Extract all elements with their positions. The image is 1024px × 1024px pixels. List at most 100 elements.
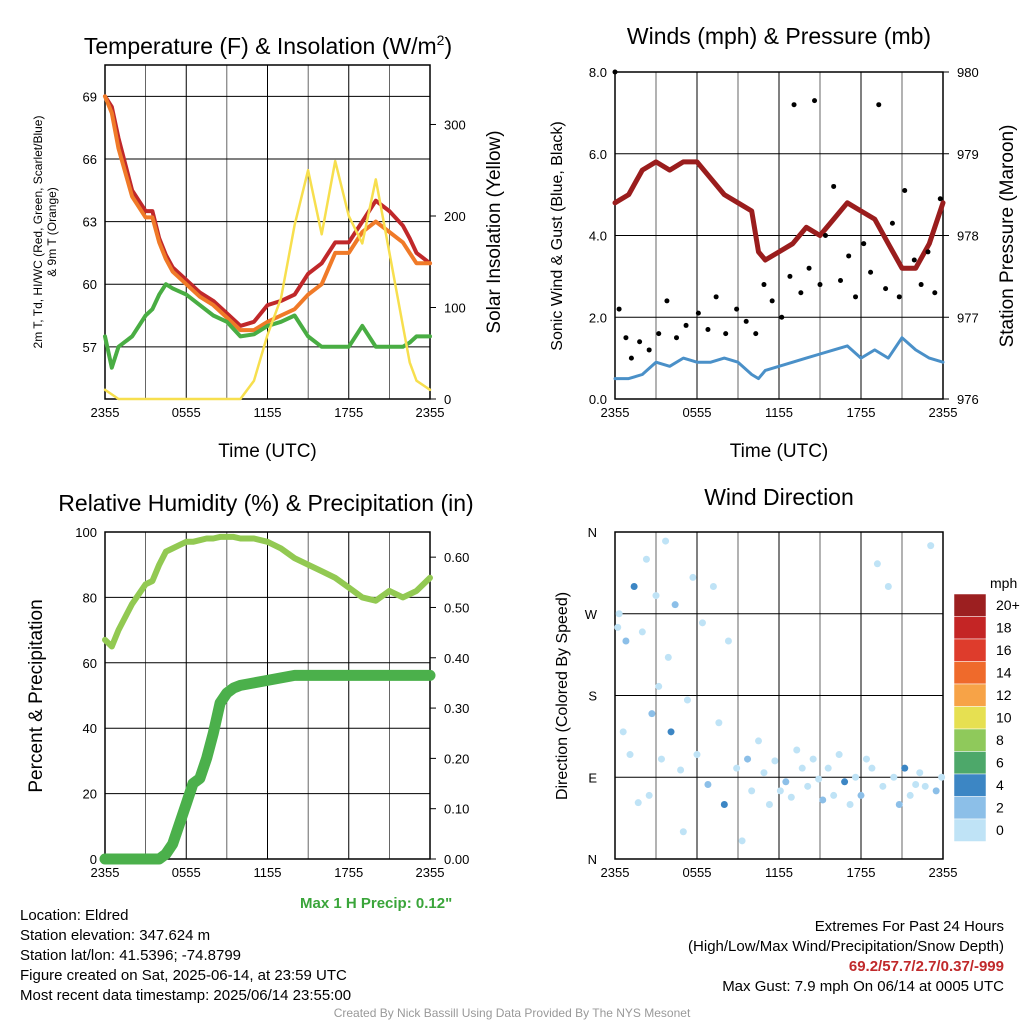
panel-title-direction: Wind Direction	[704, 484, 854, 510]
extremes-info: Extremes For Past 24 Hours (High/Low/Max…	[688, 917, 1004, 997]
gust-point	[779, 314, 785, 320]
y-right-tick-label: 0.40	[444, 651, 469, 666]
x-tick-label: 1755	[334, 405, 363, 420]
direction-point	[642, 555, 650, 563]
gust-point	[674, 335, 679, 341]
gust-point	[918, 282, 924, 288]
extremes-values: 69.2/57.7/2.7/0.37/-999	[848, 958, 1004, 975]
x-tick-label: 2355	[91, 405, 120, 420]
gust-point	[812, 98, 818, 104]
y-tick-label: 6.0	[589, 147, 607, 162]
gust-point	[822, 233, 828, 238]
direction-point	[809, 755, 817, 763]
y-right-tick-label: 0.10	[444, 802, 469, 817]
y-axis-label-left-2: & 9m T (Orange)	[45, 187, 59, 277]
direction-point	[614, 623, 622, 631]
legend-label: 12	[996, 687, 1012, 703]
y-right-tick-label: 0.60	[444, 550, 469, 565]
x-tick-label: 1755	[847, 865, 876, 880]
direction-point	[835, 751, 843, 759]
direction-point	[683, 696, 691, 704]
y-right-tick-label: 300	[444, 117, 466, 132]
direction-point	[890, 773, 898, 781]
y-tick-label: 8.0	[589, 65, 607, 80]
gust-point	[616, 306, 622, 312]
x-tick-label: 2355	[416, 405, 445, 420]
y-tick-label: 100	[75, 525, 97, 540]
direction-point	[698, 619, 706, 627]
x-tick-label: 1155	[254, 405, 282, 420]
x-tick-label: 1755	[334, 865, 363, 880]
direction-point	[852, 773, 860, 781]
legend-swatch	[953, 796, 987, 820]
direction-point	[776, 787, 784, 795]
y-tick-label: 40	[83, 721, 97, 736]
direction-point	[652, 592, 660, 600]
gust-point	[932, 290, 938, 296]
gust-point	[798, 290, 804, 296]
legend-swatch	[953, 728, 987, 752]
y-right-tick-label: 100	[444, 300, 466, 315]
x-tick-label: 2355	[929, 865, 958, 880]
y-right-tick-label: 0	[444, 392, 451, 407]
y-right-tick-label: 978	[957, 229, 979, 244]
direction-point	[846, 801, 854, 808]
direction-point	[748, 787, 756, 795]
gust-point	[889, 220, 895, 226]
direction-point	[715, 719, 723, 727]
legend-swatch	[953, 751, 987, 775]
legend-swatch	[953, 818, 987, 842]
y-tick-label: N	[588, 525, 597, 540]
gust-point	[734, 306, 740, 312]
direction-point	[733, 764, 741, 772]
gust-point	[925, 249, 931, 255]
title-sup: 2	[437, 32, 445, 48]
gust-point	[623, 335, 629, 341]
x-tick-label: 1155	[765, 865, 793, 880]
y-tick-label: 60	[83, 277, 97, 292]
gust-point	[683, 322, 689, 328]
x-tick-label: 0555	[172, 405, 201, 420]
gust-point	[628, 355, 634, 361]
y-tick-label: E	[588, 770, 597, 785]
legend-swatch	[953, 706, 987, 730]
latlon-text: Station lat/lon: 41.5396; -74.8799	[20, 947, 242, 964]
y-right-tick-label: 977	[957, 310, 979, 325]
direction-point	[622, 637, 630, 645]
legend-swatch	[953, 593, 987, 617]
y-axis-label-left: Direction (Colored By Speed)	[554, 592, 571, 800]
direction-point	[765, 801, 773, 808]
y-tick-label: 20	[83, 787, 97, 802]
direction-point	[815, 775, 823, 783]
direction-point	[667, 728, 675, 736]
direction-point	[906, 791, 914, 799]
direction-point	[630, 583, 638, 590]
gust-point	[753, 331, 759, 337]
panel-title-rh: Relative Humidity (%) & Precipitation (i…	[58, 490, 473, 516]
direction-point	[912, 781, 920, 789]
max-gust-text: Max Gust: 7.9 mph On 06/14 at 0005 UTC	[722, 978, 1004, 995]
y-right-tick-label: 0.50	[444, 600, 469, 615]
credit-text: Created By Nick Bassill Using Data Provi…	[333, 1006, 691, 1020]
y-right-tick-label: 200	[444, 209, 466, 224]
direction-point	[677, 766, 685, 774]
y-right-tick-label: 0.00	[444, 852, 469, 867]
gust-point	[937, 196, 943, 202]
legend-label: 4	[996, 777, 1004, 793]
max-precip-annotation: Max 1 H Precip: 0.12"	[300, 895, 453, 912]
location-text: Location: Eldred	[20, 907, 129, 924]
y-tick-label: 60	[83, 656, 97, 671]
rh-precip-line	[99, 669, 436, 865]
gust-point	[787, 273, 793, 279]
gust-point	[705, 327, 711, 333]
y-tick-label: W	[585, 607, 598, 622]
direction-point	[664, 653, 672, 661]
legend-label: 14	[996, 665, 1012, 681]
direction-point	[689, 573, 697, 581]
legend-label: 18	[996, 620, 1012, 636]
x-axis-label: Time (UTC)	[730, 441, 829, 462]
direction-point	[662, 537, 670, 545]
direction-point	[648, 710, 656, 718]
elevation-text: Station elevation: 347.624 m	[20, 927, 211, 944]
